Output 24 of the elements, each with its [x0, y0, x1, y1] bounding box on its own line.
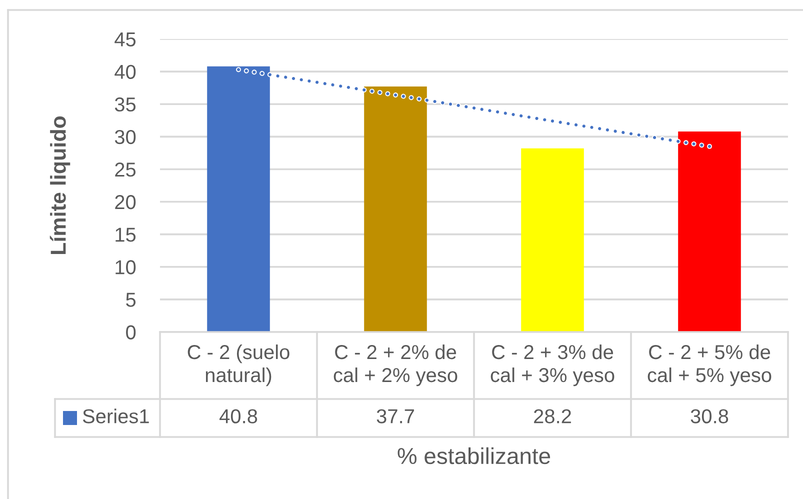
legend-label: Series1 [82, 408, 149, 424]
y-tick-label: 30 [114, 130, 136, 144]
y-axis-title: Límite liquido [50, 116, 70, 254]
y-tick-label: 0 [126, 325, 136, 340]
bar [678, 131, 741, 332]
data-label: 40.8 [220, 409, 258, 424]
y-tick-label: 40 [114, 64, 136, 79]
y-tick-label: 5 [126, 292, 136, 307]
x-axis-title: % estabilizante [398, 447, 550, 464]
y-tick-label: 15 [116, 228, 136, 242]
y-tick-label: 35 [114, 97, 136, 112]
data-label: 28.2 [534, 409, 571, 424]
y-tick-label: 25 [115, 162, 136, 177]
bar [364, 86, 427, 332]
bar [521, 148, 584, 332]
x-tick-label: C - 2 + 5% de cal + 5% yeso [648, 344, 772, 386]
data-label: 30.8 [690, 409, 728, 424]
y-tick-label: 20 [115, 195, 136, 210]
x-tick-label: C - 2 + 3% de cal + 3% yeso [490, 344, 614, 386]
y-tick-label: 10 [116, 260, 136, 274]
x-tick-label: C - 2 (suelo natural) [188, 344, 290, 386]
x-tick-label: C - 2 + 2% de cal + 2% yeso [334, 344, 458, 386]
data-label: 37.7 [376, 409, 414, 424]
y-tick-label: 45 [114, 32, 136, 46]
